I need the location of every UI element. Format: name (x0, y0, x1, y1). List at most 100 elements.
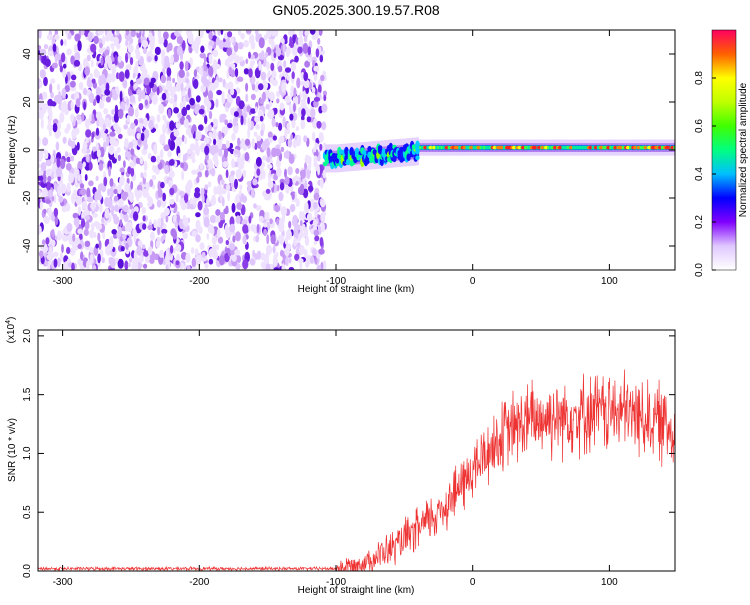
spectrogram-noise-cell (248, 68, 253, 78)
spectrogram-noise-cell (181, 170, 185, 181)
x-tick-label: -300 (53, 276, 73, 287)
spectrogram-noise-cell (174, 221, 178, 228)
spectrogram-noise-cell (108, 256, 114, 263)
spectrogram-noise-cell (212, 59, 218, 70)
spectrogram-noise-cell (90, 59, 94, 68)
spectrogram-peak-cell (575, 145, 578, 150)
spectrogram-noise-cell (288, 153, 295, 164)
spectrogram-noise-cell (189, 203, 194, 210)
spectrogram-noise-cell (133, 232, 137, 243)
spectrogram-noise-cell (179, 102, 184, 110)
spectrogram-noise-cell (304, 60, 310, 68)
snr-y-label: SNR (10 * v/v) (7, 418, 18, 482)
spectrogram-noise-cell (296, 77, 301, 89)
spectrogram-noise-cell (86, 54, 91, 62)
spectrogram-noise-cell (291, 45, 298, 56)
spectrogram-noise-cell (298, 231, 305, 239)
spectrogram-noise-cell (156, 113, 161, 123)
spectrogram-noise-cell (184, 136, 187, 145)
spectrogram-noise-cell (265, 188, 271, 194)
spectrogram-noise-cell (279, 234, 285, 245)
spectrogram-noise-cell (204, 169, 209, 178)
spectrogram-noise-cell (97, 30, 104, 36)
spectrogram-noise-cell (256, 168, 261, 177)
spectrogram-noise-cell (215, 98, 219, 108)
spectrogram-noise-cell (229, 242, 236, 251)
spectrogram-peak-cell (527, 145, 530, 150)
spectrogram-noise-cell (271, 79, 278, 87)
spectrogram-noise-cell (142, 223, 147, 230)
spectrogram-noise-cell (167, 108, 172, 119)
spectrogram-noise-cell (130, 148, 135, 156)
spectrogram-noise-cell (158, 103, 165, 115)
spectrogram-noise-cell (195, 95, 201, 103)
spectrogram-noise-cell (129, 94, 136, 103)
spectrogram-noise-cell (236, 157, 243, 164)
spectrogram-noise-cell (98, 100, 105, 110)
spectrogram-noise-cell (322, 169, 326, 179)
spectrogram-peak-cell (581, 145, 584, 150)
spectrogram-noise-cell (165, 264, 169, 270)
spectrogram-noise-cell (262, 190, 267, 197)
spectrogram-noise-cell (125, 242, 129, 250)
spectrogram-noise-cell (117, 226, 122, 238)
spectrogram-noise-cell (204, 145, 210, 156)
spectrogram-noise-cell (79, 183, 85, 189)
spectrogram-noise-cell (299, 219, 303, 227)
spectrogram-peak-cell (596, 145, 600, 150)
spectrogram-x-label: Height of straight line (km) (298, 284, 415, 295)
spectrogram-noise-cell (234, 249, 241, 256)
spectrogram-noise-cell (196, 145, 200, 157)
spectrogram-noise-cell (263, 222, 268, 228)
spectrogram-noise-cell (208, 65, 214, 77)
spectrogram-noise-cell (210, 167, 216, 177)
spectrogram-noise-cell (149, 81, 154, 89)
spectrogram-noise-cell (81, 112, 85, 122)
spectrogram-noise-cell (58, 195, 64, 203)
spectrogram-noise-cell (295, 37, 299, 45)
spectrogram-noise-cell (96, 192, 102, 201)
spectrogram-noise-cell (49, 168, 53, 175)
spectrogram-noise-cell (142, 47, 148, 54)
spectrogram-noise-cell (272, 245, 276, 254)
spectrogram-peak-cell (435, 145, 438, 150)
spectrogram-noise-cell (299, 245, 305, 255)
spectrogram-noise-cell (237, 137, 241, 146)
spectrogram-noise-cell (102, 123, 106, 132)
spectrogram-noise-cell (134, 107, 139, 118)
spectrogram-noise-cell (166, 80, 172, 91)
spectrogram-noise-cell (43, 216, 50, 224)
spectrogram-noise-cell (212, 49, 219, 58)
spectrogram-noise-cell (306, 169, 311, 180)
spectrogram-noise-cell (102, 95, 106, 102)
y-tick-label: 2.0 (22, 328, 33, 342)
spectrogram-noise-cell (131, 262, 136, 270)
spectrogram-noise-cell (224, 224, 229, 236)
spectrogram-noise-cell (160, 74, 167, 84)
spectrogram-noise-cell (215, 37, 220, 46)
spectrogram-noise-cell (294, 55, 299, 63)
spectrogram-noise-cell (208, 131, 213, 138)
spectrogram-noise-cell (275, 47, 282, 57)
spectrogram-noise-cell (92, 264, 97, 270)
spectrogram-noise-cell (113, 122, 119, 131)
spectrogram-noise-cell (203, 216, 210, 228)
y-tick-label: 0 (22, 147, 33, 153)
spectrogram-noise-cell (248, 34, 255, 45)
spectrogram-noise-cell (295, 126, 299, 132)
spectrogram-noise-cell (61, 88, 67, 99)
spectrogram-noise-cell (194, 248, 199, 256)
spectrogram-noise-cell (305, 154, 309, 163)
spectrogram-noise-cell (120, 101, 126, 112)
spectrogram-noise-cell (280, 206, 287, 217)
spectrogram-noise-cell (104, 89, 111, 96)
spectrogram-noise-cell (44, 58, 51, 67)
spectrogram-noise-cell (297, 46, 303, 54)
spectrogram-noise-cell (203, 55, 207, 63)
spectrogram-noise-cell (187, 32, 194, 40)
spectrogram-noise-cell (136, 89, 143, 96)
spectrogram-noise-cell (224, 119, 229, 126)
spectrogram-noise-cell (89, 253, 94, 265)
spectrogram-noise-cell (235, 55, 240, 64)
spectrogram-noise-cell (148, 119, 154, 130)
